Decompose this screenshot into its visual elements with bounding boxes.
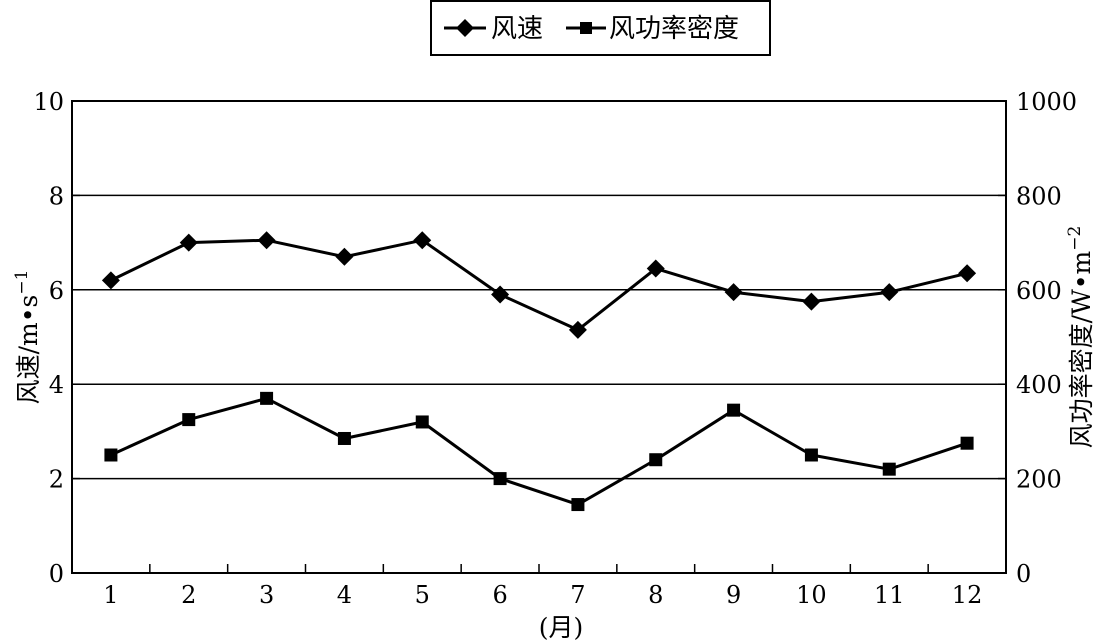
y-right-tick-label: 1000: [1016, 88, 1077, 116]
y-left-tick-label: 4: [49, 371, 64, 399]
legend-marker-square: [580, 22, 592, 34]
marker-wind-speed: [257, 231, 276, 250]
marker-wind-speed: [802, 292, 821, 311]
y-left-tick-label: 10: [33, 88, 64, 116]
legend-label-wind-speed: 风速: [491, 14, 543, 44]
marker-power-density: [182, 413, 196, 427]
marker-power-density: [337, 431, 351, 445]
marker-power-density: [104, 448, 118, 462]
x-axis: 1 2 3 4 5 6 7 8 9 10 11 12: [71, 564, 1007, 609]
marker-power-density: [727, 403, 741, 417]
marker-wind-speed: [491, 285, 510, 304]
marker-power-density: [571, 498, 585, 512]
y-right-tick-label: 400: [1016, 371, 1062, 399]
marker-power-density: [260, 391, 274, 405]
y-right-tick-label: 800: [1016, 182, 1062, 210]
y-right-title-dot: •: [1067, 274, 1096, 289]
y-right-tick-label: 600: [1016, 277, 1062, 305]
marker-wind-speed: [646, 259, 665, 278]
y-right-title-unit: m: [1067, 250, 1096, 274]
y-left-tick-label: 0: [49, 560, 64, 588]
marker-power-density: [415, 415, 429, 429]
series-line-power-density: [110, 396, 968, 507]
x-tick-label: 4: [337, 581, 352, 609]
y-right-title-main: 风功率密度/W: [1067, 289, 1096, 448]
marker-power-density: [960, 436, 974, 450]
y-left-title-unit: s: [14, 295, 43, 308]
x-tick-label: 11: [874, 581, 905, 609]
y-left-tick-label: 6: [49, 277, 64, 305]
y-axis-left: 0 2 4 6 8 10: [33, 88, 80, 588]
x-axis-title: (月): [539, 613, 584, 642]
x-tick-label: 3: [259, 581, 274, 609]
x-tick-label: 8: [648, 581, 663, 609]
marker-power-density: [649, 453, 663, 467]
marker-power-density: [493, 472, 507, 486]
marker-wind-speed: [179, 233, 198, 252]
x-tick-label: 10: [796, 581, 827, 609]
y-axis-right-title: 风功率密度/W•m−2: [1065, 226, 1096, 449]
y-right-tick-label: 0: [1016, 560, 1031, 588]
plot-frame: [71, 100, 1007, 574]
legend-marker-diamond: [456, 19, 474, 37]
y-left-title-dot: •: [14, 308, 43, 323]
marker-wind-speed: [335, 247, 354, 266]
marker-wind-speed: [101, 271, 120, 290]
marker-wind-speed: [880, 283, 899, 302]
x-tick-label: 7: [570, 581, 585, 609]
gridlines: [72, 194, 1006, 480]
series-layer: [101, 231, 977, 512]
marker-wind-speed: [958, 264, 977, 283]
y-left-title-main: 风速/m: [14, 322, 43, 404]
x-tick-label: 9: [726, 581, 741, 609]
y-left-tick-label: 8: [49, 182, 64, 210]
x-tick-label: 1: [103, 581, 118, 609]
x-tick-label: 2: [181, 581, 196, 609]
marker-wind-speed: [568, 320, 587, 339]
y-right-title-exponent: −2: [1065, 226, 1085, 251]
x-tick-label: 5: [415, 581, 430, 609]
marker-power-density: [882, 462, 896, 476]
marker-wind-speed: [413, 231, 432, 250]
y-axis-right: 0 200 400 600 800 1000: [998, 88, 1077, 588]
marker-power-density: [804, 448, 818, 462]
marker-wind-speed: [724, 283, 743, 302]
legend-label-power-density: 风功率密度: [609, 14, 739, 44]
x-tick-label: 6: [492, 581, 507, 609]
y-left-title-exponent: −1: [12, 270, 32, 295]
y-right-tick-label: 200: [1016, 466, 1062, 494]
y-axis-left-title: 风速/m•s−1: [12, 270, 43, 405]
legend: 风速 风功率密度: [430, 0, 771, 56]
y-left-tick-label: 2: [49, 466, 64, 494]
series-line-wind-speed: [110, 238, 968, 332]
x-tick-label: 12: [952, 581, 983, 609]
